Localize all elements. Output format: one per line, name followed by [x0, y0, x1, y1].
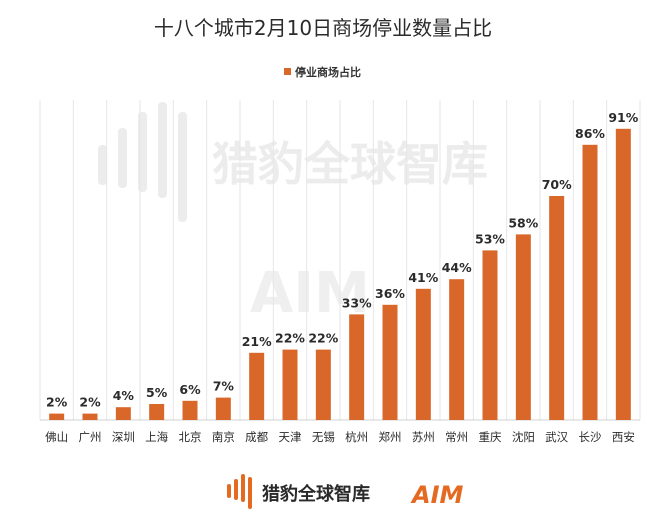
value-label-郑州: 36%: [375, 286, 405, 301]
bar-重庆: [482, 250, 498, 420]
watermark: 猎豹全球智库 AIM: [98, 102, 488, 326]
bar-苏州: [415, 288, 431, 420]
value-label-常州: 44%: [442, 260, 472, 275]
category-label-常州: 常州: [445, 430, 468, 444]
category-label-北京: 北京: [179, 430, 202, 444]
category-label-杭州: 杭州: [345, 430, 368, 444]
category-label-重庆: 重庆: [479, 430, 502, 444]
value-label-重庆: 53%: [475, 231, 505, 246]
category-label-天津: 天津: [279, 430, 302, 444]
category-label-武汉: 武汉: [545, 430, 568, 444]
value-label-无锡: 22%: [308, 331, 338, 346]
chart-title: 十八个城市2月10日商场停业数量占比: [154, 16, 492, 40]
value-label-上海: 5%: [146, 385, 168, 400]
footer-logos: 猎豹全球智库 AIM: [227, 474, 464, 509]
gridlines: [39, 100, 641, 421]
value-label-沈阳: 58%: [508, 215, 538, 230]
category-labels: 佛山 广州 深圳 上海 北京 南京 成都 天津 无锡 杭州 郑州 苏州 常州 重庆 沈阳 武汉 长沙 西安: [45, 430, 635, 444]
bar-长沙: [582, 144, 598, 421]
value-label-苏州: 41%: [408, 270, 438, 285]
category-label-成都: 成都: [245, 430, 268, 444]
footer-logo-text: 猎豹全球智库: [262, 483, 370, 505]
value-labels: 2% 2% 4% 5% 6% 7%21% 22% 22%33%36%41%44%53%58%7…: [46, 110, 639, 410]
category-label-长沙: 长沙: [579, 430, 602, 444]
category-label-上海: 上海: [145, 430, 168, 444]
category-label-郑州: 郑州: [379, 430, 402, 444]
bar-杭州: [349, 314, 365, 420]
legend-label: 停业商场占比: [295, 65, 361, 79]
value-label-广州: 2%: [79, 395, 101, 410]
legend-swatch: [284, 68, 291, 75]
value-label-天津: 22%: [275, 331, 305, 346]
bar-佛山: [49, 413, 65, 420]
category-label-无锡: 无锡: [312, 430, 335, 444]
category-label-南京: 南京: [212, 430, 235, 444]
category-label-佛山: 佛山: [45, 430, 68, 444]
category-label-深圳: 深圳: [112, 430, 135, 444]
footer-aim-logo: AIM: [410, 481, 464, 509]
bar-郑州: [382, 304, 398, 420]
bar-成都: [249, 352, 265, 420]
bar-南京: [215, 397, 231, 420]
category-label-苏州: 苏州: [412, 430, 435, 444]
bar-深圳: [115, 407, 131, 420]
logo-bars-icon: [227, 474, 252, 509]
bars: [49, 128, 631, 421]
category-label-沈阳: 沈阳: [512, 430, 535, 444]
watermark-text: 猎豹全球智库: [212, 137, 488, 191]
bar-上海: [149, 404, 165, 420]
value-label-成都: 21%: [242, 334, 272, 349]
value-label-南京: 7%: [213, 379, 235, 394]
value-label-佛山: 2%: [46, 395, 68, 410]
value-label-西安: 91%: [608, 110, 638, 125]
category-label-广州: 广州: [79, 430, 102, 444]
bar-沈阳: [515, 234, 531, 420]
value-label-武汉: 70%: [542, 177, 572, 192]
bar-天津: [282, 349, 298, 420]
legend: 停业商场占比: [284, 65, 361, 79]
bar-无锡: [315, 349, 331, 420]
bar-北京: [182, 400, 198, 420]
value-label-深圳: 4%: [113, 388, 135, 403]
bar-常州: [449, 279, 465, 420]
value-label-杭州: 33%: [342, 295, 372, 310]
bar-西安: [615, 128, 631, 421]
value-label-北京: 6%: [179, 382, 201, 397]
bar-武汉: [549, 196, 565, 420]
value-label-长沙: 86%: [575, 126, 605, 141]
bar-广州: [82, 413, 98, 420]
category-label-西安: 西安: [612, 430, 635, 444]
